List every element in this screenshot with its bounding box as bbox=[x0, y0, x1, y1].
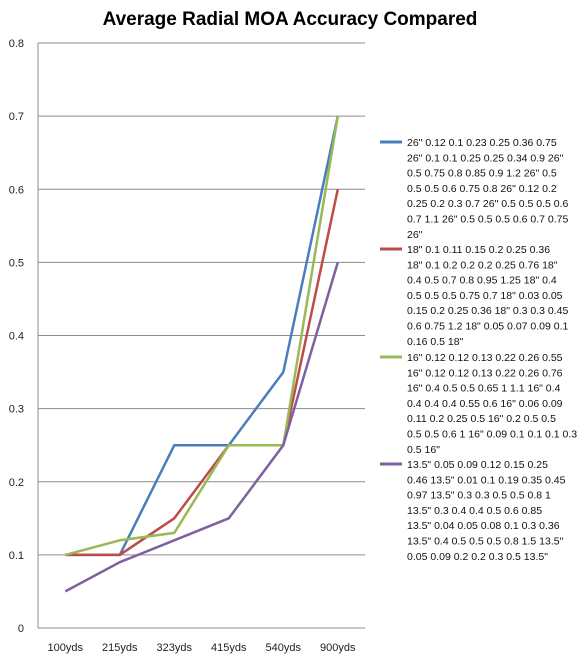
legend-label: 0.5 0.5 0.6 1 16" 0.09 0.1 0.1 0.1 0.3 bbox=[407, 429, 577, 441]
legend-label: 13.5" 0.4 0.5 0.5 0.5 0.8 1.5 13.5" bbox=[407, 536, 564, 548]
legend-label: 16" 0.4 0.5 0.5 0.65 1 1.1 16" 0.4 bbox=[407, 383, 561, 395]
x-tick-label: 100yds bbox=[48, 642, 84, 654]
legend-label: 0.46 13.5" 0.01 0.1 0.19 0.35 0.45 bbox=[407, 474, 566, 486]
x-tick-label: 415yds bbox=[211, 642, 247, 654]
y-axis-tick-labels: 0 0.1 0.2 0.3 0.4 0.5 0.6 0.7 0.8 bbox=[9, 38, 24, 635]
y-tick-label: 0.5 bbox=[9, 257, 24, 269]
legend-label: 0.4 0.4 0.4 0.55 0.6 16" 0.06 0.09 bbox=[407, 398, 563, 410]
x-axis-tick-labels: 100yds 215yds 323yds 415yds 540yds 900yds bbox=[48, 642, 356, 654]
legend-label: 0.15 0.2 0.25 0.36 18" 0.3 0.3 0.45 bbox=[407, 305, 569, 317]
y-tick-label: 0.8 bbox=[9, 38, 24, 50]
legend-label: 0.6 0.75 1.2 18" 0.05 0.07 0.09 0.1 bbox=[407, 321, 569, 333]
y-tick-label: 0.3 bbox=[9, 404, 24, 416]
legend-label: 13.5" 0.05 0.09 0.12 0.15 0.25 bbox=[407, 459, 548, 471]
y-tick-label: 0.2 bbox=[9, 477, 24, 489]
legend-label: 0.16 0.5 18" bbox=[407, 336, 464, 348]
legend-entry: 26" 0.12 0.1 0.23 0.25 0.36 0.75 26" 0.1 … bbox=[380, 137, 569, 241]
y-tick-label: 0 bbox=[18, 623, 24, 635]
legend-label: 18" 0.1 0.11 0.15 0.2 0.25 0.36 bbox=[407, 244, 550, 256]
legend-label: 26" 0.12 0.1 0.23 0.25 0.36 0.75 bbox=[407, 137, 557, 149]
x-tick-label: 215yds bbox=[102, 642, 138, 654]
series-lines bbox=[64, 115, 340, 593]
legend-label: 13.5" 0.04 0.05 0.08 0.1 0.3 0.36 bbox=[407, 520, 560, 532]
series-line-3 bbox=[64, 262, 339, 593]
legend-label: 0.5 0.5 0.5 0.75 0.7 18" 0.03 0.05 bbox=[407, 290, 563, 302]
y-tick-label: 0.4 bbox=[9, 331, 24, 343]
x-tick-label: 900yds bbox=[320, 642, 356, 654]
legend-label: 18" 0.1 0.2 0.2 0.2 0.25 0.76 18" bbox=[407, 259, 558, 271]
legend-label: 0.25 0.2 0.3 0.7 26" 0.5 0.5 0.5 0.6 bbox=[407, 198, 569, 210]
legend-label: 13.5" 0.3 0.4 0.4 0.5 0.6 0.85 bbox=[407, 505, 542, 517]
legend-entry: 16" 0.12 0.12 0.13 0.22 0.26 0.55 16" 0.1… bbox=[380, 352, 577, 456]
legend-label: 0.5 0.5 0.6 0.75 0.8 26" 0.12 0.2 bbox=[407, 183, 557, 195]
legend-label: 16" 0.12 0.12 0.13 0.22 0.26 0.76 bbox=[407, 367, 563, 379]
legend-label: 0.7 1.1 26" 0.5 0.5 0.5 0.6 0.7 0.75 bbox=[407, 214, 569, 226]
legend-label: 16" 0.12 0.12 0.13 0.22 0.26 0.55 bbox=[407, 352, 563, 364]
legend-label: 0.11 0.2 0.25 0.5 16" 0.2 0.5 0.5 bbox=[407, 413, 556, 425]
legend: 26" 0.12 0.1 0.23 0.25 0.36 0.75 26" 0.1 … bbox=[380, 137, 577, 563]
axes bbox=[37, 43, 365, 629]
legend-label: 0.5 16" bbox=[407, 444, 440, 456]
chart-title: Average Radial MOA Accuracy Compared bbox=[103, 9, 478, 30]
legend-label: 0.5 0.75 0.8 0.85 0.9 1.2 26" 0.5 bbox=[407, 168, 557, 180]
legend-label: 0.4 0.5 0.7 0.8 0.95 1.25 18" 0.4 bbox=[407, 275, 557, 287]
y-tick-label: 0.1 bbox=[9, 550, 24, 562]
legend-label: 0.05 0.09 0.2 0.2 0.3 0.5 13.5" bbox=[407, 551, 548, 563]
legend-label: 26" bbox=[407, 229, 423, 241]
series-line-2 bbox=[64, 115, 340, 557]
legend-entry: 18" 0.1 0.11 0.15 0.2 0.25 0.36 18" 0.1 0… bbox=[380, 244, 569, 348]
legend-label: 26" 0.1 0.1 0.25 0.25 0.34 0.9 26" bbox=[407, 152, 564, 164]
y-tick-label: 0.7 bbox=[9, 111, 24, 123]
y-tick-label: 0.6 bbox=[9, 184, 24, 196]
x-tick-label: 323yds bbox=[157, 642, 193, 654]
legend-label: 0.97 13.5" 0.3 0.3 0.5 0.5 0.8 1 bbox=[407, 490, 551, 502]
x-tick-label: 540yds bbox=[266, 642, 302, 654]
series-line-1 bbox=[65, 189, 340, 557]
gridlines bbox=[38, 42, 365, 556]
legend-entry: 13.5" 0.05 0.09 0.12 0.15 0.25 0.46 13.5"… bbox=[380, 459, 566, 563]
